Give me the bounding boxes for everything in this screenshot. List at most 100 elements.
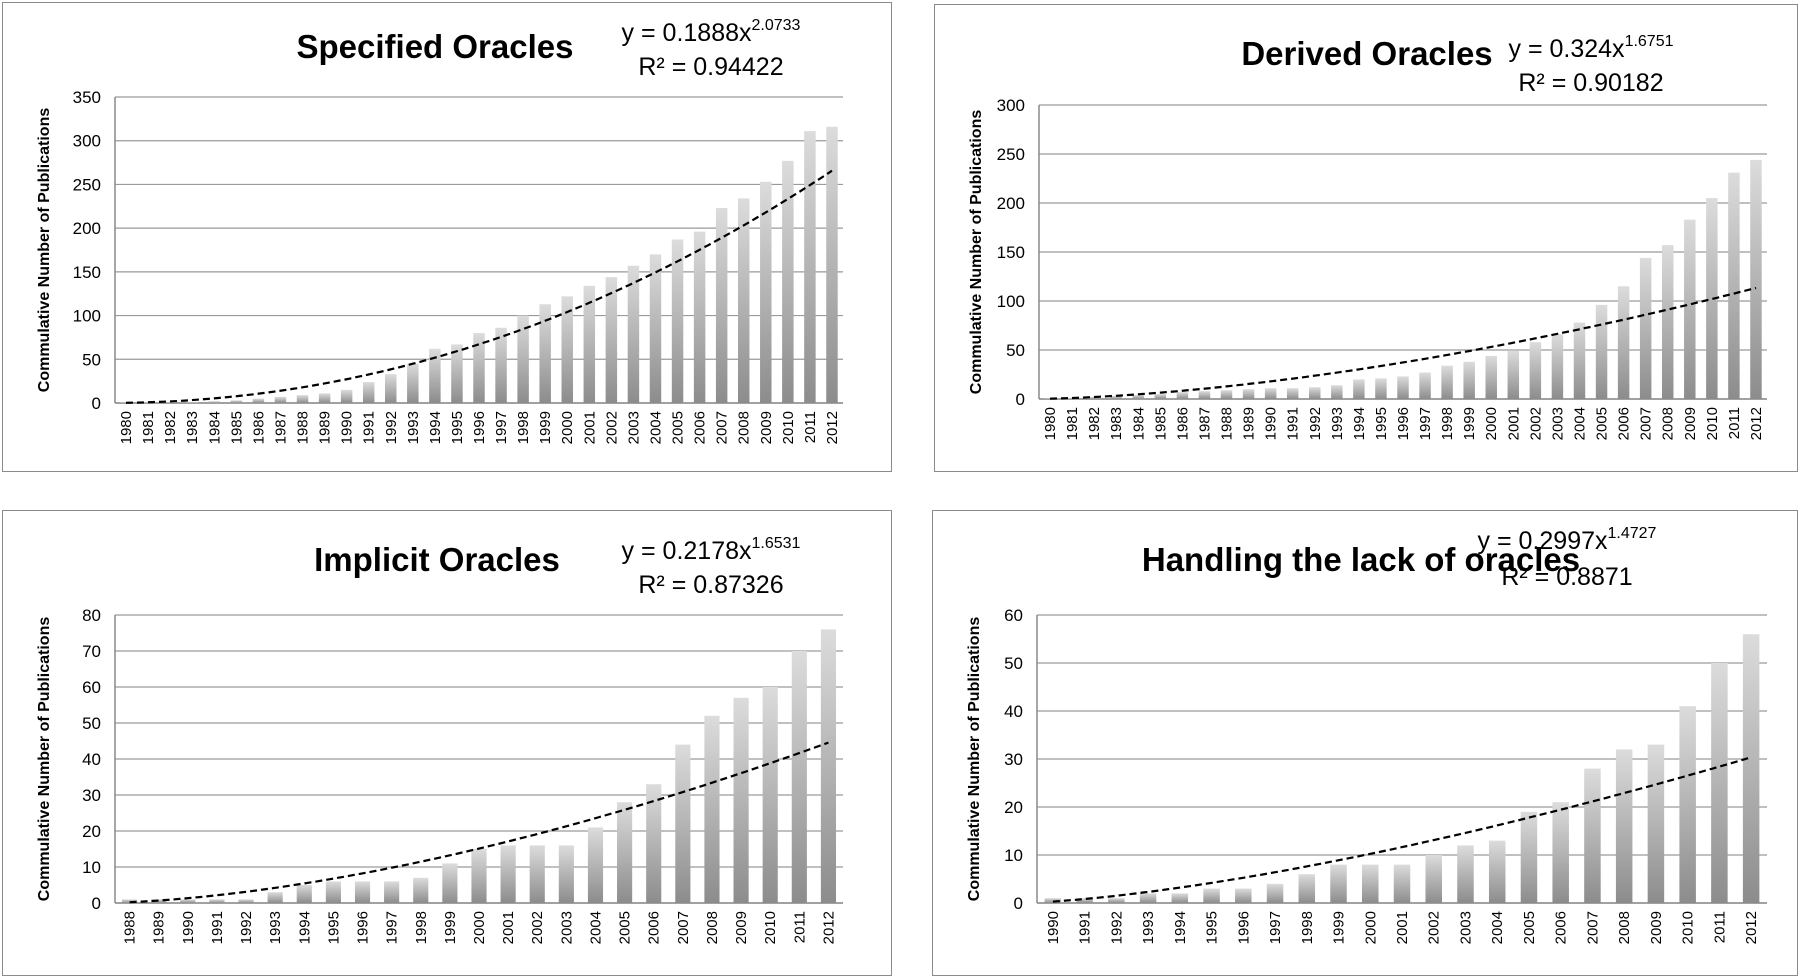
x-tick-label: 1980 xyxy=(1042,407,1059,440)
x-tick-label: 1993 xyxy=(1140,911,1157,944)
x-tick-label: 1986 xyxy=(1174,407,1191,440)
x-tick-label: 1984 xyxy=(206,411,223,444)
bar xyxy=(1375,378,1387,399)
x-tick-label: 2002 xyxy=(1527,407,1544,440)
x-tick-label: 1995 xyxy=(1204,911,1221,944)
x-tick-label: 1999 xyxy=(1461,407,1478,440)
bar xyxy=(238,899,254,903)
chart-title: Handling the lack of oracles xyxy=(1142,541,1580,578)
chart-title: Specified Oracles xyxy=(297,28,574,65)
bar xyxy=(1176,392,1189,399)
bar xyxy=(1457,845,1474,903)
bar xyxy=(296,395,309,403)
bar xyxy=(1235,888,1252,903)
y-tick-label: 300 xyxy=(73,132,101,151)
y-tick-label: 50 xyxy=(1004,654,1023,673)
x-tick-label: 1999 xyxy=(1331,911,1348,944)
x-tick-label: 1993 xyxy=(405,411,422,444)
bar xyxy=(646,784,662,903)
x-tick-label: 2001 xyxy=(500,911,517,944)
x-tick-label: 2008 xyxy=(1660,407,1677,440)
bar xyxy=(1463,361,1475,399)
x-tick-label: 2002 xyxy=(529,911,546,944)
bar xyxy=(675,744,691,903)
bar xyxy=(627,265,640,403)
r-squared-label: R² = 0.90182 xyxy=(1518,69,1663,97)
x-tick-label: 2005 xyxy=(1521,911,1538,944)
x-tick-label: 2006 xyxy=(1553,911,1570,944)
bar xyxy=(539,304,551,403)
chart-svg: 0 10 20 30 40 50 60 1990 1991 1992 1993 1994 1995 199… xyxy=(966,525,1767,944)
x-tick-label: 1992 xyxy=(1108,911,1125,944)
trend-equation: y = 0.2178x1.6531 xyxy=(622,535,801,565)
chart-panel-derived-oracles: 0 50 100 150 200 250 300 1980 1981 1982 1983 1984 19… xyxy=(934,4,1798,472)
x-tick-label: 1996 xyxy=(1235,911,1252,944)
bar xyxy=(1154,394,1167,399)
bar xyxy=(1615,749,1633,903)
bar xyxy=(693,231,706,403)
x-tick-label: 1998 xyxy=(1439,407,1456,440)
y-tick-label: 150 xyxy=(73,263,101,282)
x-tick-label: 2000 xyxy=(1483,407,1500,440)
x-tick-label: 2005 xyxy=(670,411,687,444)
chart-svg: 0 50 100 150 200 250 300 350 1980 1981 1982 1983 198… xyxy=(36,17,843,444)
x-tick-label: 1997 xyxy=(493,411,510,444)
bar xyxy=(1706,198,1718,399)
x-tick-label: 1999 xyxy=(442,911,459,944)
bar xyxy=(473,333,485,403)
x-tick-label: 2006 xyxy=(692,411,709,444)
equation-base: y = 0.1888x xyxy=(622,19,752,47)
x-tick-label: 1988 xyxy=(122,911,139,944)
bar xyxy=(605,277,618,403)
x-tick-label: 1984 xyxy=(1130,407,1147,440)
chart-title: Derived Oracles xyxy=(1241,35,1492,72)
y-tick-label: 20 xyxy=(82,822,101,841)
x-tick-label: 1985 xyxy=(1152,407,1169,440)
x-tick-label: 1987 xyxy=(272,411,289,444)
bar xyxy=(760,181,772,403)
bar xyxy=(500,845,516,903)
x-tick-label: 1991 xyxy=(361,411,378,444)
x-tick-label: 2006 xyxy=(1616,407,1633,440)
y-tick-label: 50 xyxy=(82,350,101,369)
y-tick-label: 0 xyxy=(1016,390,1025,409)
x-tick-label: 2000 xyxy=(559,411,576,444)
y-tick-label: 30 xyxy=(82,786,101,805)
bar xyxy=(1485,355,1497,399)
trend-equation: y = 0.2997x1.4727 xyxy=(1478,525,1657,555)
x-tick-label: 1998 xyxy=(515,411,532,444)
x-tick-label: 2005 xyxy=(617,911,634,944)
bar xyxy=(495,327,507,403)
y-tick-label: 40 xyxy=(1004,702,1023,721)
bar xyxy=(325,881,341,903)
x-tick-label: 2006 xyxy=(646,911,663,944)
x-tick-label: 1999 xyxy=(537,411,554,444)
x-tick-label: 2011 xyxy=(1726,407,1743,439)
bar xyxy=(1584,768,1601,903)
bar xyxy=(1750,159,1762,399)
bar xyxy=(1198,391,1211,399)
x-tick-label: 1990 xyxy=(180,911,197,944)
bar xyxy=(1728,172,1740,399)
x-tick-label: 1983 xyxy=(184,411,201,444)
bar xyxy=(1639,257,1652,399)
x-tick-label: 2007 xyxy=(714,411,731,444)
trendline xyxy=(125,169,833,404)
bar xyxy=(1529,342,1542,399)
equation-exponent: 1.4727 xyxy=(1608,525,1657,542)
y-tick-label: 0 xyxy=(92,894,101,913)
chart-svg: 0 50 100 150 200 250 300 1980 1981 1982 1983 1984 19… xyxy=(968,33,1767,440)
y-tick-label: 200 xyxy=(73,219,101,238)
x-tick-label: 2002 xyxy=(1426,911,1443,944)
y-tick-label: 300 xyxy=(997,96,1025,115)
trendline xyxy=(1052,756,1752,903)
x-tick-label: 2000 xyxy=(471,911,488,944)
bar xyxy=(826,126,838,404)
x-tick-label: 1994 xyxy=(296,911,313,944)
y-tick-label: 20 xyxy=(1004,798,1023,817)
bar xyxy=(820,629,837,903)
bar xyxy=(671,239,684,403)
bar xyxy=(1298,874,1316,903)
x-tick-label: 1990 xyxy=(1263,407,1280,440)
x-tick-label: 1995 xyxy=(1373,407,1390,440)
